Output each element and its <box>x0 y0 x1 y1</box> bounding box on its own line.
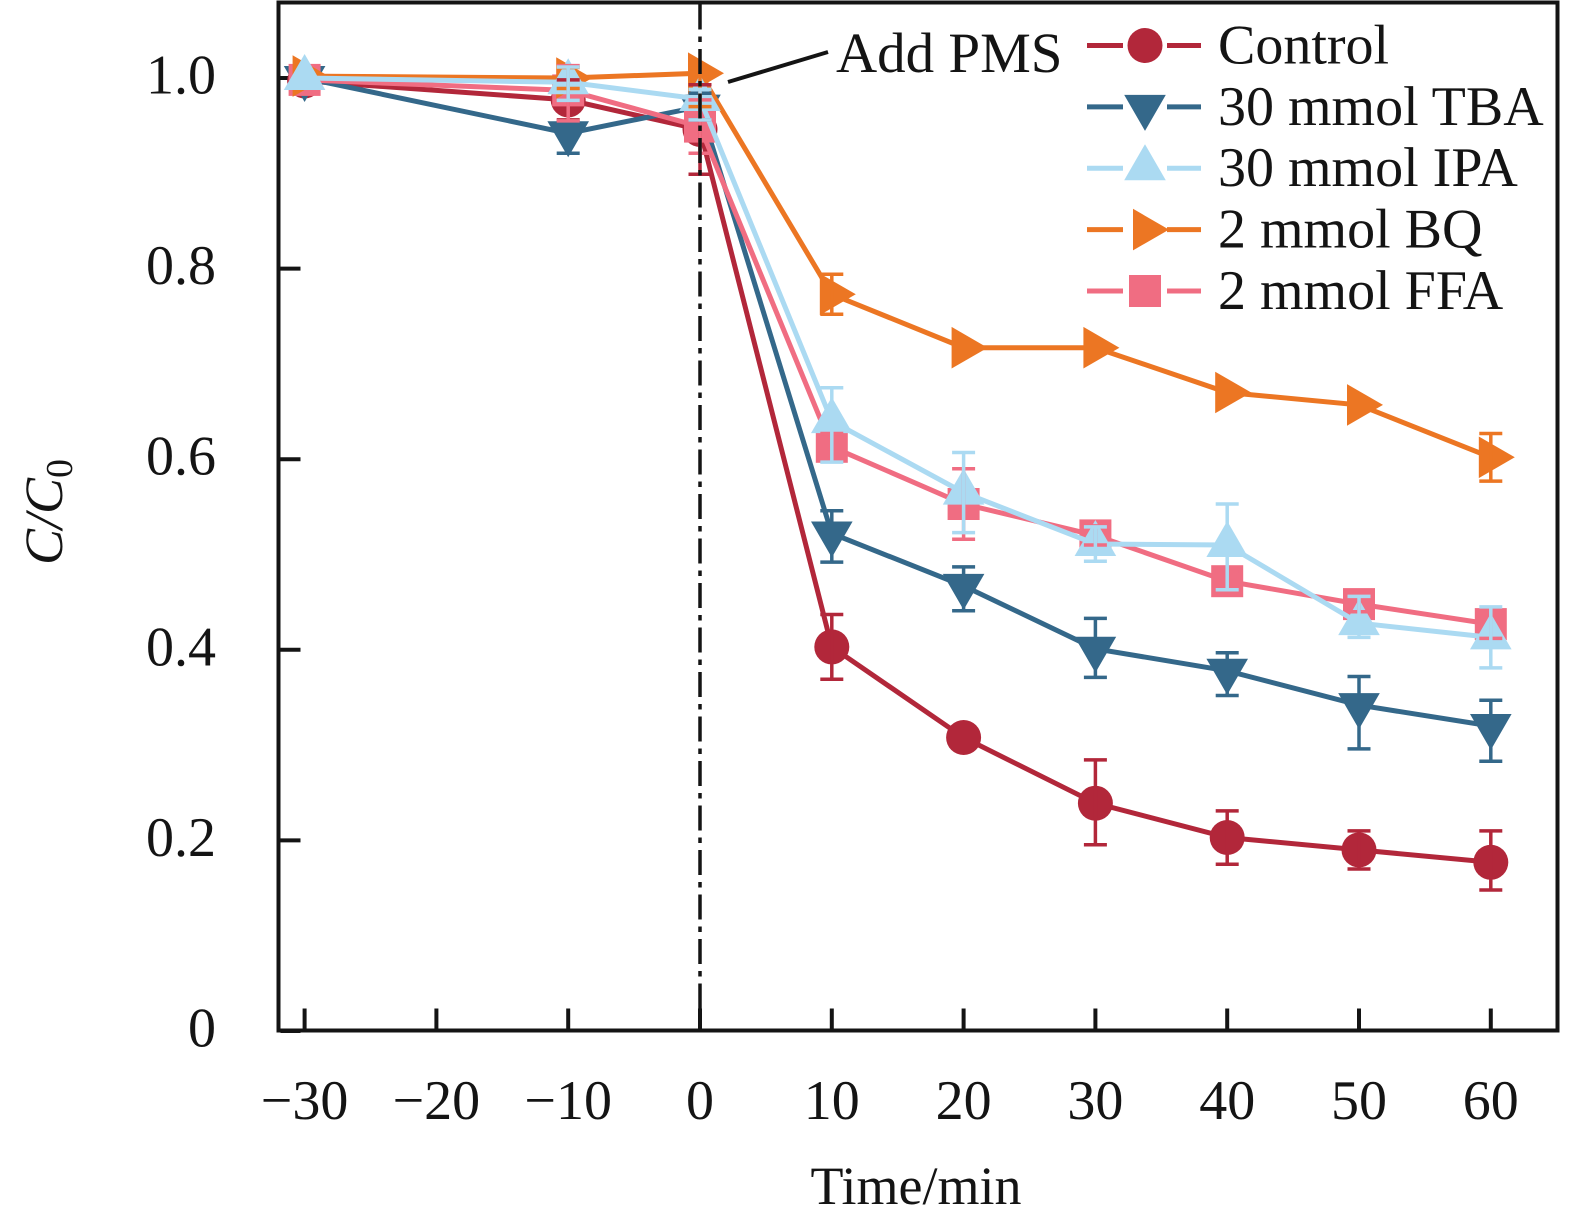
svg-text:−30: −30 <box>261 1070 349 1132</box>
svg-text:10: 10 <box>804 1070 860 1132</box>
svg-text:2 mmol FFA: 2 mmol FFA <box>1218 260 1504 322</box>
svg-text:30: 30 <box>1067 1070 1123 1132</box>
svg-text:0.2: 0.2 <box>146 807 216 869</box>
svg-text:60: 60 <box>1463 1070 1519 1132</box>
svg-text:0.6: 0.6 <box>146 426 216 488</box>
svg-text:−10: −10 <box>524 1070 612 1132</box>
svg-text:Time/min: Time/min <box>810 1156 1021 1216</box>
svg-text:Add PMS: Add PMS <box>836 22 1063 85</box>
svg-text:0.8: 0.8 <box>146 235 216 297</box>
svg-text:0: 0 <box>188 998 216 1060</box>
svg-text:30 mmol TBA: 30 mmol TBA <box>1218 76 1544 138</box>
svg-text:Control: Control <box>1218 15 1389 77</box>
svg-text:0.4: 0.4 <box>146 616 216 678</box>
svg-text:−20: −20 <box>393 1070 481 1132</box>
svg-text:30 mmol IPA: 30 mmol IPA <box>1218 137 1518 199</box>
svg-text:2 mmol BQ: 2 mmol BQ <box>1218 199 1482 261</box>
svg-text:1.0: 1.0 <box>146 45 216 107</box>
svg-text:20: 20 <box>936 1070 992 1132</box>
svg-text:0: 0 <box>686 1070 714 1132</box>
svg-text:40: 40 <box>1199 1070 1255 1132</box>
svg-text:50: 50 <box>1331 1070 1387 1132</box>
